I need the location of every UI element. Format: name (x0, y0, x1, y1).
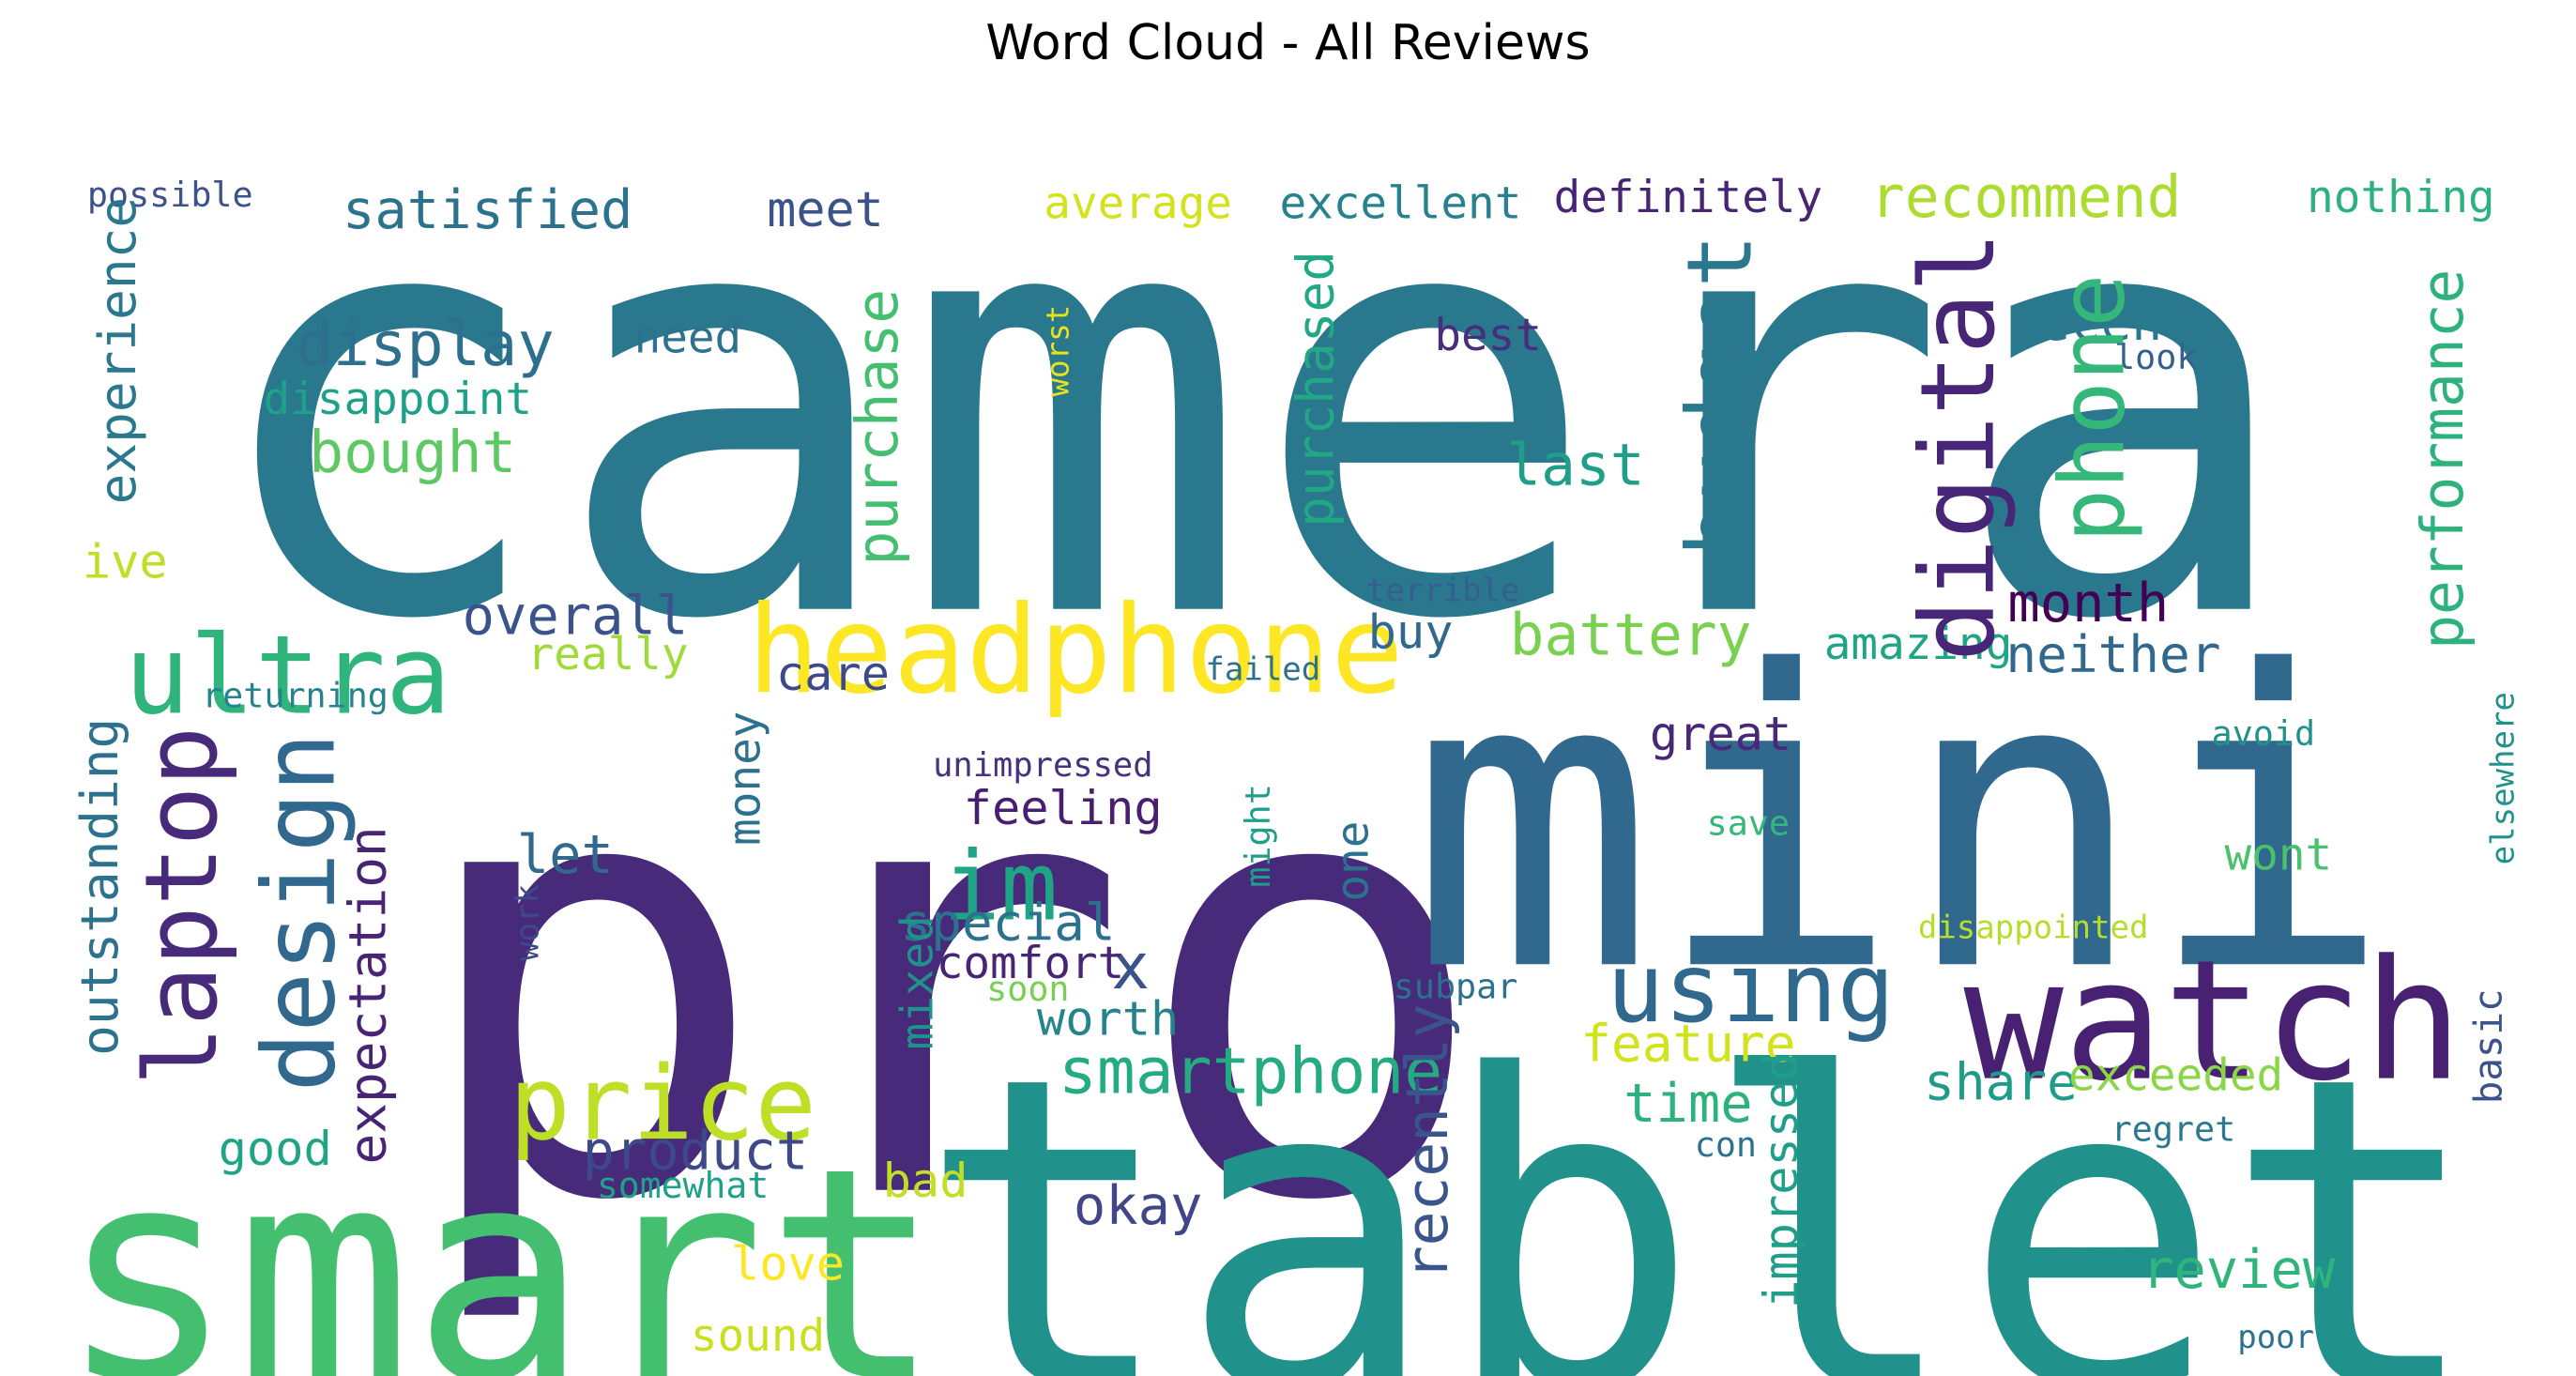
word-bad: bad (883, 1153, 968, 1208)
word-recently: recently (1395, 1003, 1461, 1280)
word-month: month (2007, 573, 2169, 634)
word-ive: ive (83, 534, 168, 589)
word-possible: possible (87, 175, 253, 215)
word-im: im (943, 831, 1059, 942)
word-regret: regret (2111, 1109, 2236, 1150)
word-one: one (1327, 821, 1379, 902)
word-failed: failed (1205, 651, 1320, 689)
word-decent: decent (2008, 293, 2192, 352)
word-experience: experience (88, 197, 147, 504)
word-neither: neither (2005, 625, 2220, 684)
word-time: time (1623, 1073, 1753, 1135)
word-somewhat: somewhat (597, 1165, 769, 1206)
word-performance: performance (2410, 269, 2477, 650)
word-design: design (242, 732, 358, 1092)
word-mini: mini (1409, 585, 2392, 1061)
word-amazing: amazing (1824, 619, 2013, 670)
word-last: last (1506, 433, 1644, 499)
word-satisfied: satisfied (343, 179, 633, 241)
word-worst: worst (1040, 305, 1075, 397)
word-sound: sound (691, 1310, 825, 1362)
word-money: money (720, 711, 771, 846)
word-outstanding: outstanding (70, 718, 130, 1056)
word-let: let (517, 824, 614, 886)
word-work: work (509, 884, 546, 961)
word-pro: pro (408, 634, 1492, 1332)
word-tablet: tablet (917, 986, 2484, 1376)
word-avoid: avoid (2212, 713, 2315, 754)
word-elsewhere: elsewhere (2485, 692, 2523, 864)
word-terrible: terrible (1366, 572, 1520, 609)
word-recommend: recommend (1870, 164, 2182, 231)
word-soon: soon (986, 969, 1069, 1009)
word-smartphone: smartphone (1059, 1035, 1442, 1109)
word-expectation: expectation (338, 826, 397, 1164)
word-overall: overall (463, 585, 689, 647)
word-best: best (1434, 310, 1542, 361)
word-feeling: feeling (964, 780, 1163, 835)
word-excellent: excellent (1279, 178, 1521, 230)
word-need: need (634, 313, 742, 364)
word-nothing: nothing (2307, 172, 2495, 223)
word-look: look (2114, 337, 2197, 377)
word-disappoint: disappoint (263, 374, 532, 425)
word-returning: returning (202, 675, 389, 715)
word-unimpressed: unimpressed (933, 746, 1152, 785)
word-okay: okay (1074, 1175, 1203, 1237)
word-budget: budget (1669, 234, 1773, 557)
word-worth: worth (1037, 990, 1179, 1046)
word-great: great (1650, 706, 1791, 761)
word-good: good (219, 1121, 332, 1176)
word-battery: battery (1510, 602, 1752, 668)
word-watch: watch (1963, 925, 2462, 1118)
word-really: really (527, 629, 689, 680)
word-average: average (1044, 178, 1232, 230)
word-share: share (1924, 1052, 2078, 1111)
word-poor: poor (2237, 1319, 2314, 1356)
word-comfort: comfort (937, 938, 1125, 989)
word-save: save (1707, 803, 1790, 843)
word-display: display (296, 309, 554, 380)
word-mixed: mixed (892, 915, 944, 1049)
word-wont: wont (2225, 829, 2333, 880)
word-special: special (900, 893, 1115, 952)
word-camera: camera (202, 70, 2299, 746)
word-purchased: purchased (1286, 251, 1345, 527)
word-phone: phone (2042, 274, 2145, 543)
word-review: review (2142, 1239, 2336, 1301)
word-definitely: definitely (1554, 172, 1823, 223)
word-basic: basic (2466, 988, 2511, 1104)
word-disappointed: disappointed (1918, 909, 2149, 946)
word-headphone: headphone (747, 580, 1404, 721)
word-subpar: subpar (1394, 966, 1518, 1006)
word-ultra: ultra (125, 613, 451, 739)
word-using: using (1607, 933, 1895, 1045)
word-bought: bought (309, 420, 516, 486)
word-laptop: laptop (125, 726, 240, 1086)
word-meet: meet (767, 182, 883, 238)
chart-title: Word Cloud - All Reviews (985, 15, 1591, 71)
word-care: care (776, 646, 890, 701)
word-smart: smart (58, 1106, 942, 1376)
word-con: con (1695, 1124, 1757, 1165)
word-feature: feature (1580, 1015, 1795, 1074)
word-impressed: impressed (1753, 1052, 1808, 1308)
word-exceeded: exceeded (2068, 1050, 2283, 1102)
word-love: love (731, 1236, 845, 1292)
word-buy: buy (1368, 604, 1454, 659)
word-might: might (1238, 784, 1278, 887)
word-digital: digital (1898, 231, 2018, 662)
word-price: price (509, 1045, 816, 1164)
word-product: product (583, 1120, 809, 1182)
word-purchase: purchase (845, 289, 911, 566)
word-x: x (1111, 930, 1150, 1004)
